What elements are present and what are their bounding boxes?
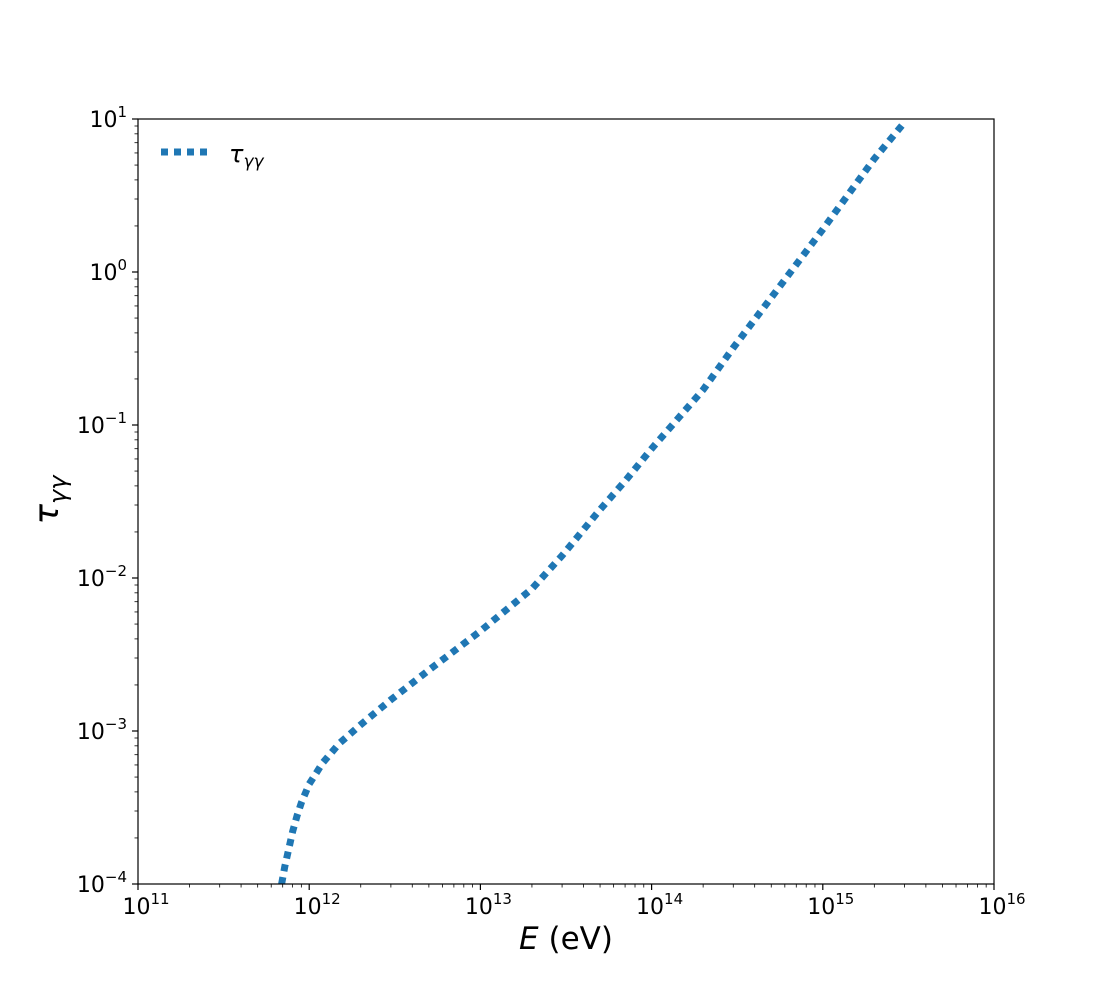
y-tick-exponent: −4	[105, 868, 127, 886]
y-tick-base: 10	[89, 261, 117, 286]
x-tick-base: 10	[807, 895, 835, 920]
y-tick-exponent: −2	[105, 562, 127, 580]
x-tick-exponent: 11	[150, 890, 169, 908]
y-tick-label: 100	[89, 256, 127, 286]
x-tick-base: 10	[294, 895, 322, 920]
x-tick-base: 10	[978, 895, 1006, 920]
x-tick-exponent: 13	[493, 890, 512, 908]
series-line-0	[278, 120, 908, 885]
curve-layer	[278, 120, 908, 885]
y-axis-label: τγγ	[27, 474, 72, 525]
y-tick-base: 10	[77, 873, 105, 898]
y-tick-label: 101	[89, 103, 127, 133]
y-tick-label: 10−1	[77, 409, 127, 439]
x-tick-label: 1012	[294, 890, 341, 920]
plot-frame	[137, 118, 995, 885]
x-axis-label: E (eV)	[519, 921, 613, 957]
x-tick-exponent: 16	[1006, 890, 1025, 908]
plot-area	[138, 119, 994, 884]
y-axis-label-sub: γγ	[44, 474, 72, 504]
y-tick-label: 10−4	[77, 868, 127, 898]
y-tick-exponent: 0	[117, 256, 127, 274]
tick-labels-layer: 1011 1012 1013 1014 1015 101610110010−110−210…	[77, 103, 1026, 920]
legend: τγγ	[161, 140, 265, 172]
x-axis-label-unit: (eV)	[539, 921, 613, 957]
x-tick-label: 1016	[978, 890, 1025, 920]
y-tick-label: 10−3	[77, 715, 127, 745]
y-tick-base: 10	[77, 720, 105, 745]
y-tick-base: 10	[89, 108, 117, 133]
x-tick-exponent: 14	[664, 890, 683, 908]
y-tick-exponent: −1	[105, 409, 127, 427]
legend-label: τγγ	[229, 140, 265, 172]
x-tick-label: 1011	[122, 890, 169, 920]
x-axis-label-var: E	[519, 921, 539, 957]
ticks-layer	[132, 118, 995, 890]
y-tick-exponent: −3	[105, 715, 127, 733]
x-tick-label: 1015	[807, 890, 854, 920]
x-tick-label: 1014	[636, 890, 683, 920]
y-tick-base: 10	[77, 414, 105, 439]
x-tick-base: 10	[636, 895, 664, 920]
legend-label-sub: γγ	[243, 152, 264, 172]
y-tick-base: 10	[77, 567, 105, 592]
x-tick-label: 1013	[465, 890, 512, 920]
y-tick-label: 10−2	[77, 562, 127, 592]
x-tick-base: 10	[122, 895, 150, 920]
x-tick-exponent: 15	[835, 890, 854, 908]
y-axis-label-main: τ	[27, 503, 67, 524]
x-tick-base: 10	[465, 895, 493, 920]
y-tick-exponent: 1	[117, 103, 127, 121]
x-tick-exponent: 12	[322, 890, 341, 908]
legend-label-main: τ	[229, 140, 244, 168]
